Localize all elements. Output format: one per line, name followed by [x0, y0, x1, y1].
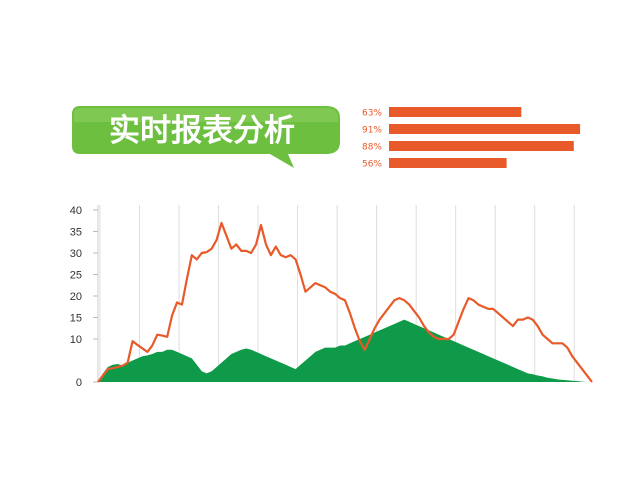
percentage-label: 88% [362, 143, 382, 153]
percentage-label: 91% [362, 126, 382, 136]
chart-series [97, 221, 593, 383]
percentage-label: 63% [362, 109, 382, 119]
line-area-chart: 40 35 30 25 20 15 10 0 [70, 205, 593, 389]
y-tick-label: 0 [76, 377, 82, 389]
y-tick-label: 35 [70, 227, 82, 239]
banner-highlight [74, 108, 338, 122]
y-tick-label: 15 [70, 313, 82, 325]
y-tick-label: 25 [70, 270, 82, 282]
percentage-bar [389, 158, 507, 168]
y-tick-label: 30 [70, 248, 82, 260]
title-banner: 实时报表分析 [72, 106, 340, 168]
percentage-bar [389, 141, 574, 151]
y-axis-ticks: 40 35 30 25 20 15 10 0 [70, 205, 98, 389]
percentage-label: 56% [362, 160, 382, 170]
percentage-bar [389, 124, 581, 134]
percentage-bar [389, 107, 522, 117]
orange-line-series [97, 221, 593, 383]
y-tick-label: 40 [70, 205, 82, 217]
y-tick-label: 20 [70, 291, 82, 303]
banner-title: 实时报表分析 [109, 113, 295, 149]
green-area-series [98, 319, 592, 382]
y-tick-label: 10 [70, 334, 82, 346]
percentage-bars: 63% 91% 88% 56% [362, 107, 581, 170]
